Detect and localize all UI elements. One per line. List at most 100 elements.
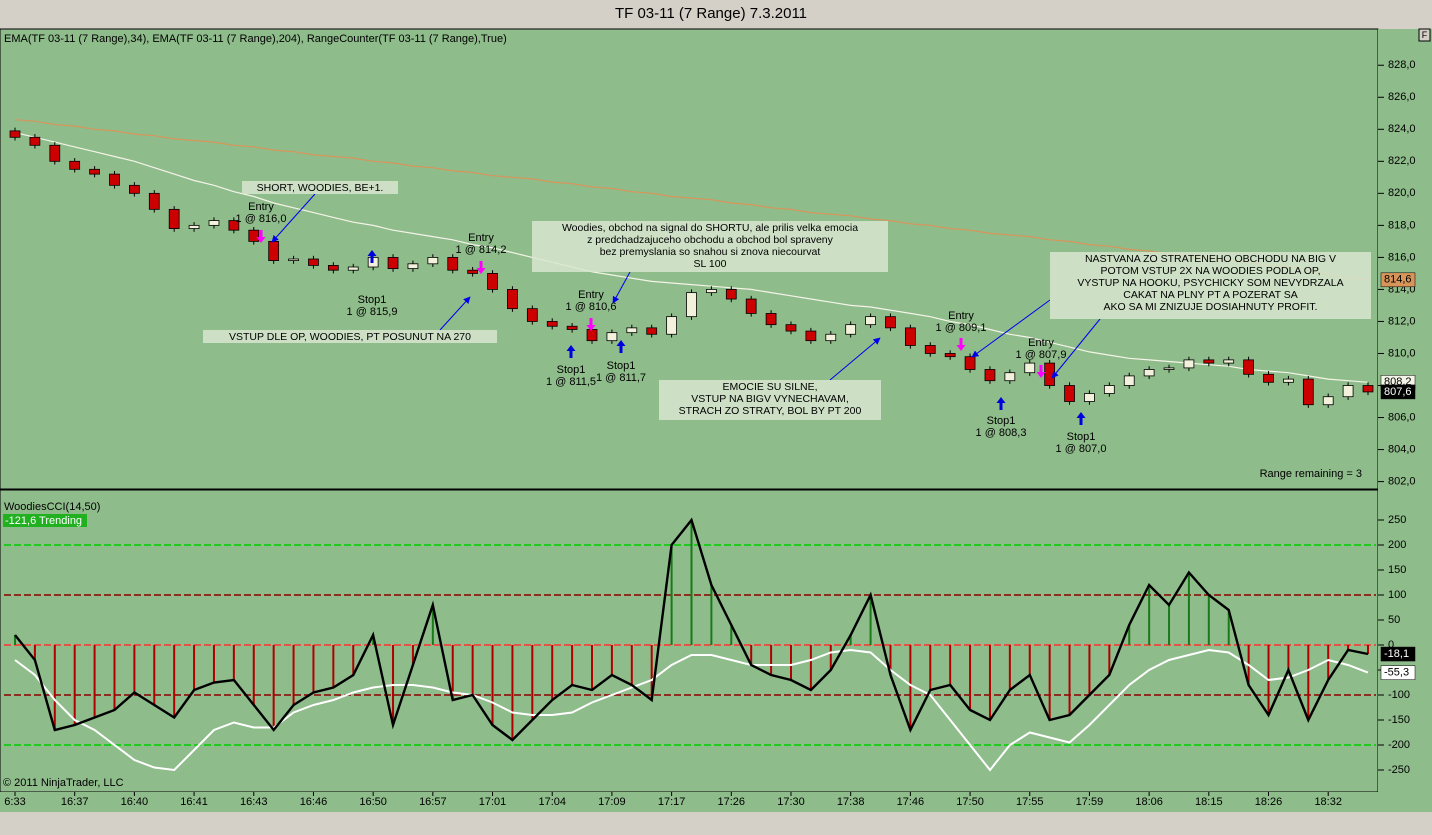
execution-arrow — [586, 318, 596, 331]
annotation-text: NASTVANA ZO STRATENEHO OBCHODU NA BIG V — [1085, 253, 1336, 265]
annotation-text: SHORT, WOODIES, BE+1. — [257, 182, 384, 194]
execution-label: Entry — [468, 232, 494, 244]
execution-detail: 1 @ 809,1 — [936, 322, 987, 334]
last-value-label: 814,6 — [1384, 274, 1412, 286]
candle-body — [268, 240, 280, 262]
candle-body — [208, 220, 220, 226]
cci-line — [14, 648, 1369, 772]
f-button-label[interactable]: F — [1422, 30, 1428, 40]
range-note: Range remaining = 3 — [1260, 468, 1362, 480]
y-tick-label: 0 — [1388, 639, 1394, 651]
candle-body — [646, 327, 658, 335]
annotation-text: CAKAT NA PLNY PT A POZERAT SA — [1123, 289, 1298, 301]
candle-body — [1342, 385, 1354, 398]
x-tick-label: 16:50 — [359, 796, 387, 808]
last-value-label: 807,6 — [1384, 386, 1412, 398]
candle-body — [69, 160, 81, 170]
x-tick-label: 18:26 — [1255, 796, 1283, 808]
y-tick-label: 200 — [1388, 539, 1406, 551]
x-tick-label: 17:04 — [538, 796, 566, 808]
indicator-caption: EMA(TF 03-11 (7 Range),34), EMA(TF 03-11… — [4, 33, 507, 45]
candle-body — [1044, 362, 1056, 386]
execution-label: Entry — [948, 310, 974, 322]
candle-body — [29, 136, 41, 146]
candle-body — [248, 229, 260, 242]
execution-arrow — [566, 345, 576, 358]
annotation-text: STRACH ZO STRATY, BOL BY PT 200 — [679, 405, 862, 417]
x-tick-label: 17:55 — [1016, 796, 1044, 808]
candle-body — [288, 258, 299, 262]
candle-body — [745, 298, 757, 314]
execution-arrow — [616, 340, 626, 353]
execution-label: Stop1 — [1067, 431, 1096, 443]
candle-body — [686, 292, 697, 318]
x-tick-label: 16:57 — [419, 796, 447, 808]
x-tick-label: 16:41 — [180, 796, 208, 808]
execution-detail: 1 @ 811,7 — [596, 372, 646, 384]
candle-body — [666, 316, 677, 335]
candle-body — [49, 144, 61, 162]
candle-body — [606, 332, 618, 342]
execution-detail: 1 @ 811,5 — [546, 376, 596, 388]
candle-body — [1123, 375, 1135, 386]
annotation-text: VYSTUP NA HOOKU, PSYCHICKY SOM NEVYDRZAL… — [1077, 277, 1343, 289]
ema-line — [14, 131, 1369, 383]
candle-body — [148, 192, 160, 210]
candle-body — [885, 316, 896, 329]
last-value-box — [1380, 646, 1416, 662]
candle-body — [526, 308, 538, 322]
annotation-text: z predchadzajuceho obchodu a obchod bol … — [587, 234, 834, 246]
candle-body — [347, 266, 359, 271]
annotation-arrow — [971, 299, 1051, 358]
cci-status: -121,6 Trending — [5, 515, 82, 527]
candle-body — [308, 258, 319, 266]
y-tick-label: 824,0 — [1388, 123, 1416, 135]
y-tick-label: 150 — [1388, 564, 1406, 576]
execution-arrow — [996, 397, 1006, 410]
last-value-box — [1380, 384, 1416, 400]
candle-body — [706, 289, 717, 294]
y-tick-label: 828,0 — [1388, 59, 1416, 71]
execution-detail: 1 @ 807,0 — [1056, 443, 1107, 455]
execution-label: Stop1 — [557, 364, 586, 376]
annotation-box — [532, 221, 888, 272]
candle-body — [904, 327, 916, 346]
axis-area — [1378, 29, 1432, 792]
x-tick-label: 6:33 — [4, 796, 25, 808]
annotation-arrow — [612, 271, 631, 304]
candle-body — [168, 208, 180, 229]
y-tick-label: 822,0 — [1388, 155, 1416, 167]
y-tick-label: 812,0 — [1388, 315, 1416, 327]
execution-label: Stop1 — [358, 294, 387, 306]
last-value-label: -55,3 — [1384, 667, 1409, 679]
y-tick-label: 826,0 — [1388, 91, 1416, 103]
candle-body — [507, 289, 518, 310]
candle-body — [566, 325, 578, 330]
annotation-text: POTOM VSTUP 2X NA WOODIES PODLA OP, — [1101, 265, 1321, 277]
candle-body — [984, 369, 996, 382]
execution-label: Stop1 — [607, 360, 636, 372]
x-tick-label: 17:59 — [1076, 796, 1104, 808]
y-tick-label: -100 — [1388, 689, 1410, 701]
annotation-text: VSTUP DLE OP, WOODIES, PT POSUNUT NA 270 — [229, 331, 471, 343]
x-tick-label: 17:38 — [837, 796, 865, 808]
x-tick-label: 17:17 — [658, 796, 686, 808]
x-tick-label: 16:43 — [240, 796, 268, 808]
execution-detail: 1 @ 814,2 — [456, 244, 507, 256]
cci-panel — [0, 489, 1379, 793]
execution-label: Entry — [578, 289, 604, 301]
cci-line — [14, 517, 1369, 742]
annotation-arrow — [271, 193, 316, 243]
candle-body — [1143, 369, 1155, 377]
f-button[interactable] — [1418, 28, 1431, 42]
last-value-box — [1380, 272, 1416, 288]
annotation-box — [203, 330, 497, 343]
annotation-text: AKO SA MI ZNIZUJE DOSIAHNUTY PROFIT. — [1104, 301, 1318, 313]
candle-body — [109, 173, 120, 186]
execution-label: Entry — [1028, 337, 1054, 349]
x-tick-label: 18:32 — [1314, 796, 1342, 808]
candle-body — [586, 329, 598, 342]
y-tick-label: -250 — [1388, 764, 1410, 776]
x-tick-label: 16:46 — [300, 796, 328, 808]
y-tick-label: 100 — [1388, 589, 1406, 601]
